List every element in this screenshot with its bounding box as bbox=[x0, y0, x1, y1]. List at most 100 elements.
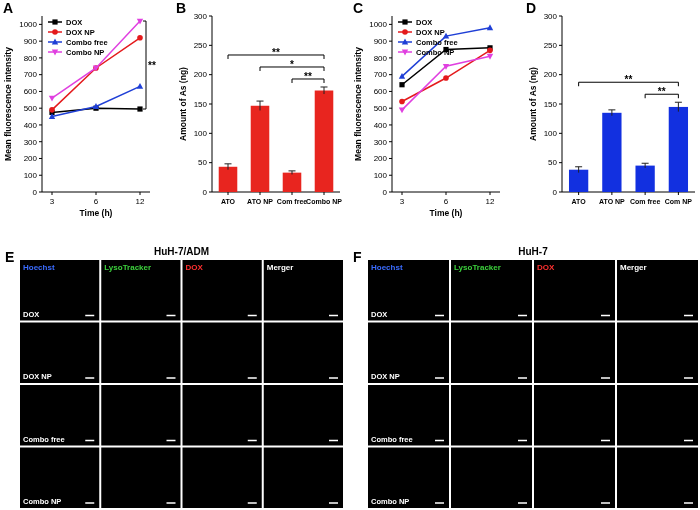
series-line bbox=[52, 86, 140, 116]
image-tile bbox=[368, 260, 449, 321]
y-tick-label: 100 bbox=[24, 171, 38, 180]
data-point bbox=[137, 83, 143, 89]
x-tick bbox=[140, 192, 141, 195]
scale-bar bbox=[248, 440, 257, 442]
y-tick-label: 200 bbox=[374, 154, 388, 163]
scale-bar bbox=[167, 502, 176, 504]
data-point bbox=[49, 96, 55, 102]
y-axis-line bbox=[42, 16, 43, 192]
image-tile bbox=[368, 323, 449, 384]
y-tick bbox=[39, 24, 42, 25]
x-tick-label: 6 bbox=[94, 197, 99, 206]
x-tick-label: Com NP bbox=[665, 198, 693, 205]
y-tick bbox=[209, 74, 212, 75]
y-tick bbox=[389, 91, 392, 92]
panel-letter: A bbox=[3, 0, 13, 16]
image-tile bbox=[183, 448, 262, 509]
scale-bar bbox=[248, 315, 257, 317]
y-tick-label: 400 bbox=[24, 121, 38, 130]
legend-marker bbox=[52, 39, 58, 45]
bar bbox=[602, 113, 621, 192]
legend-label: DOX bbox=[66, 18, 82, 27]
image-tile bbox=[451, 385, 532, 446]
y-tick-label: 50 bbox=[548, 158, 557, 167]
data-point bbox=[443, 75, 449, 81]
y-tick bbox=[39, 158, 42, 159]
scale-bar bbox=[85, 440, 94, 442]
image-tile bbox=[183, 260, 262, 321]
scale-bar bbox=[248, 502, 257, 504]
scale-bar bbox=[85, 377, 94, 379]
y-tick bbox=[209, 133, 212, 134]
y-tick bbox=[209, 45, 212, 46]
x-tick-label: 12 bbox=[486, 197, 495, 206]
y-tick bbox=[389, 108, 392, 109]
x-tick bbox=[292, 192, 293, 195]
data-point bbox=[443, 64, 449, 70]
channel-label: DOX bbox=[186, 263, 204, 272]
x-tick bbox=[578, 192, 579, 195]
y-tick-label: 0 bbox=[383, 188, 388, 197]
y-tick bbox=[39, 41, 42, 42]
legend-label: Combo free bbox=[66, 38, 108, 47]
panel-letter: B bbox=[176, 0, 186, 16]
error-bar bbox=[575, 167, 582, 173]
data-point bbox=[487, 54, 493, 60]
y-tick bbox=[559, 16, 562, 17]
x-tick bbox=[324, 192, 325, 195]
legend-label: Combo NP bbox=[416, 48, 454, 57]
bar bbox=[569, 170, 588, 192]
channel-label: Merger bbox=[620, 263, 647, 272]
bar bbox=[669, 107, 688, 192]
scale-bar bbox=[518, 502, 527, 504]
row-label: DOX NP bbox=[371, 372, 400, 381]
panel-letter: F bbox=[353, 249, 362, 265]
scale-bar bbox=[435, 502, 444, 504]
series-line bbox=[52, 21, 140, 98]
scale-bar bbox=[601, 440, 610, 442]
y-tick-label: 250 bbox=[194, 41, 208, 50]
x-tick-label: 12 bbox=[136, 197, 145, 206]
image-tile bbox=[617, 323, 698, 384]
image-tile bbox=[534, 323, 615, 384]
scale-bar bbox=[329, 315, 338, 317]
data-point bbox=[49, 113, 55, 119]
y-tick bbox=[559, 192, 562, 193]
y-tick-label: 900 bbox=[24, 37, 38, 46]
scale-bar bbox=[684, 502, 693, 504]
figure: A01002003004005006007008009001000Mean fl… bbox=[0, 0, 700, 510]
legend-label: DOX NP bbox=[416, 28, 445, 37]
significance-label: ** bbox=[625, 74, 633, 85]
image-tile bbox=[101, 260, 180, 321]
bar bbox=[251, 106, 270, 192]
bar bbox=[219, 167, 238, 192]
x-tick bbox=[260, 192, 261, 195]
image-tile bbox=[264, 260, 343, 321]
panel-letter: E bbox=[5, 249, 14, 265]
y-tick bbox=[209, 162, 212, 163]
y-tick bbox=[389, 57, 392, 58]
y-axis-label: Mean fluorescence intensity bbox=[353, 47, 363, 161]
error-bar bbox=[608, 110, 615, 116]
row-label: Combo NP bbox=[371, 497, 409, 506]
y-tick-label: 300 bbox=[374, 138, 388, 147]
channel-label: Hoechst bbox=[23, 263, 55, 272]
scale-bar bbox=[601, 315, 610, 317]
image-tile bbox=[264, 448, 343, 509]
series-line bbox=[402, 28, 490, 77]
series-line bbox=[52, 38, 140, 110]
x-tick-label: Com free bbox=[277, 198, 307, 205]
row-label: DOX bbox=[23, 310, 39, 319]
significance-label: ** bbox=[272, 47, 280, 58]
y-tick-label: 250 bbox=[544, 41, 558, 50]
x-tick bbox=[645, 192, 646, 195]
image-tile bbox=[101, 448, 180, 509]
data-point bbox=[93, 66, 99, 72]
x-tick-label: ATO NP bbox=[599, 198, 625, 205]
significance-label: ** bbox=[304, 71, 312, 82]
y-tick bbox=[389, 175, 392, 176]
error-bar bbox=[642, 163, 649, 168]
data-point bbox=[399, 107, 405, 113]
plot-area bbox=[49, 19, 143, 119]
bar bbox=[315, 91, 334, 192]
